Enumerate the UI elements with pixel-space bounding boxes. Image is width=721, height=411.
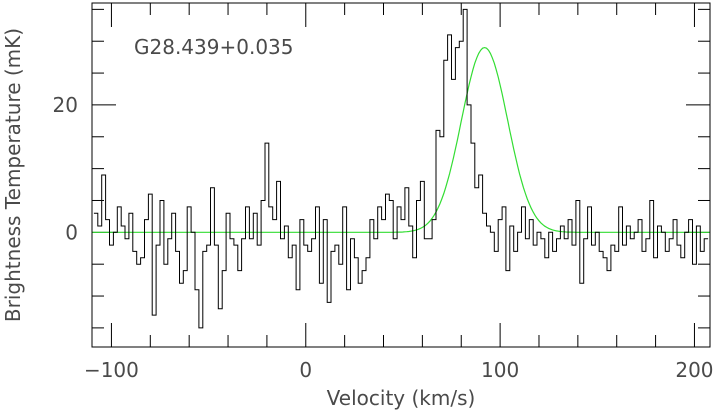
- series-layer: [92, 8, 710, 329]
- spectrum-step-line: [93, 8, 709, 329]
- y-axis-label: Brightness Temperature (mK): [1, 28, 25, 322]
- y-tick-label: 0: [65, 220, 78, 244]
- gaussian-fit-line: [92, 46, 710, 233]
- x-tick-label: −100: [84, 358, 139, 382]
- x-tick-label: 0: [299, 358, 312, 382]
- y-tick-label: 20: [53, 93, 78, 117]
- tick-label-group: −100 0 100 200 0 20: [53, 93, 714, 382]
- source-name-annotation: G28.439+0.035: [134, 35, 294, 59]
- x-tick-label: 100: [481, 358, 519, 382]
- plot-frame: [91, 2, 711, 348]
- minor-tick-group: [92, 3, 710, 347]
- x-tick-label: 200: [675, 358, 713, 382]
- x-axis-label: Velocity (km/s): [327, 386, 476, 410]
